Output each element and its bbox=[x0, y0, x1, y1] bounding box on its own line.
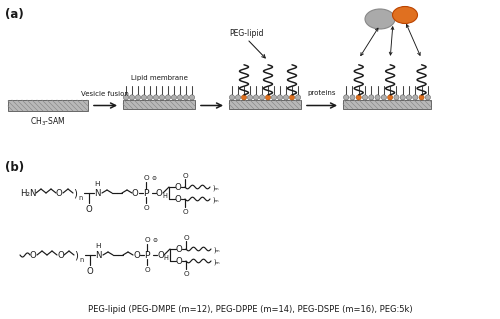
Text: n: n bbox=[79, 257, 83, 263]
Ellipse shape bbox=[365, 9, 395, 29]
Text: O: O bbox=[176, 257, 182, 266]
Text: Vesicle fusion: Vesicle fusion bbox=[81, 91, 129, 97]
Text: O: O bbox=[56, 189, 63, 198]
Text: O: O bbox=[86, 266, 94, 276]
Circle shape bbox=[419, 95, 424, 100]
Circle shape bbox=[154, 95, 158, 100]
Text: O: O bbox=[182, 173, 188, 179]
Text: )ₘ: )ₘ bbox=[212, 184, 218, 191]
Circle shape bbox=[266, 95, 270, 100]
Circle shape bbox=[278, 95, 282, 100]
Text: O: O bbox=[183, 234, 189, 241]
Text: CH$_3$-SAM: CH$_3$-SAM bbox=[30, 116, 66, 129]
Text: H: H bbox=[162, 194, 168, 199]
Text: O: O bbox=[183, 271, 189, 277]
Text: O: O bbox=[30, 251, 37, 261]
Circle shape bbox=[130, 95, 134, 100]
Circle shape bbox=[160, 95, 164, 100]
Text: O: O bbox=[156, 189, 163, 198]
Circle shape bbox=[426, 95, 430, 100]
Text: ⊖: ⊖ bbox=[152, 238, 157, 243]
Circle shape bbox=[362, 95, 368, 100]
Circle shape bbox=[236, 95, 240, 100]
Bar bbox=[8, 100, 88, 111]
Circle shape bbox=[172, 95, 176, 100]
Circle shape bbox=[254, 95, 258, 100]
Circle shape bbox=[142, 95, 146, 100]
Circle shape bbox=[344, 95, 348, 100]
Text: P: P bbox=[143, 189, 149, 198]
Circle shape bbox=[230, 95, 234, 100]
Text: n: n bbox=[78, 196, 82, 202]
Text: O: O bbox=[157, 251, 164, 261]
Text: proteins: proteins bbox=[308, 91, 336, 97]
Text: O: O bbox=[182, 209, 188, 214]
Circle shape bbox=[184, 95, 188, 100]
Text: O: O bbox=[174, 183, 182, 192]
Circle shape bbox=[190, 95, 194, 100]
Text: PEG-lipid (PEG-DMPE (m=12), PEG-DPPE (m=14), PEG-DSPE (m=16), PEG:5k): PEG-lipid (PEG-DMPE (m=12), PEG-DPPE (m=… bbox=[88, 305, 412, 314]
Text: N: N bbox=[94, 189, 100, 198]
Bar bbox=[229, 100, 301, 109]
Circle shape bbox=[382, 95, 386, 100]
Text: )ₘ: )ₘ bbox=[213, 258, 220, 265]
Text: H: H bbox=[94, 182, 100, 188]
Circle shape bbox=[260, 95, 264, 100]
Circle shape bbox=[272, 95, 276, 100]
Circle shape bbox=[388, 95, 392, 100]
Text: O: O bbox=[133, 251, 140, 261]
Text: (a): (a) bbox=[5, 8, 24, 21]
Circle shape bbox=[412, 95, 418, 100]
Text: ⊖: ⊖ bbox=[151, 176, 156, 181]
Text: O: O bbox=[132, 189, 139, 198]
Text: P: P bbox=[144, 251, 150, 261]
Circle shape bbox=[124, 95, 128, 100]
Circle shape bbox=[406, 95, 412, 100]
Text: N: N bbox=[95, 251, 101, 261]
Circle shape bbox=[350, 95, 355, 100]
Circle shape bbox=[136, 95, 140, 100]
Text: ): ) bbox=[74, 251, 78, 261]
Text: O: O bbox=[144, 238, 150, 243]
Circle shape bbox=[296, 95, 300, 100]
Text: PEG-lipid: PEG-lipid bbox=[230, 29, 264, 38]
Text: O: O bbox=[86, 204, 92, 213]
Text: ): ) bbox=[73, 189, 77, 199]
Ellipse shape bbox=[392, 6, 417, 24]
Circle shape bbox=[166, 95, 170, 100]
Text: (b): (b) bbox=[5, 161, 24, 174]
Circle shape bbox=[400, 95, 406, 100]
Text: )ₘ: )ₘ bbox=[213, 247, 220, 253]
Text: H: H bbox=[164, 256, 168, 262]
Text: Lipid membrane: Lipid membrane bbox=[130, 75, 188, 81]
Circle shape bbox=[148, 95, 152, 100]
Text: O: O bbox=[174, 196, 182, 204]
Text: O: O bbox=[143, 175, 149, 182]
Text: O: O bbox=[176, 246, 182, 255]
Circle shape bbox=[394, 95, 399, 100]
Circle shape bbox=[375, 95, 380, 100]
Circle shape bbox=[356, 95, 362, 100]
Text: O: O bbox=[57, 251, 64, 261]
Text: )ₘ: )ₘ bbox=[212, 197, 218, 203]
Circle shape bbox=[290, 95, 294, 100]
Circle shape bbox=[248, 95, 252, 100]
Bar bbox=[123, 100, 195, 109]
Bar bbox=[343, 100, 431, 109]
Text: O: O bbox=[143, 204, 149, 211]
Circle shape bbox=[178, 95, 182, 100]
Text: O: O bbox=[144, 266, 150, 272]
Circle shape bbox=[368, 95, 374, 100]
Text: H₂N: H₂N bbox=[20, 189, 36, 198]
Text: H: H bbox=[95, 243, 101, 249]
Circle shape bbox=[284, 95, 288, 100]
Circle shape bbox=[242, 95, 246, 100]
